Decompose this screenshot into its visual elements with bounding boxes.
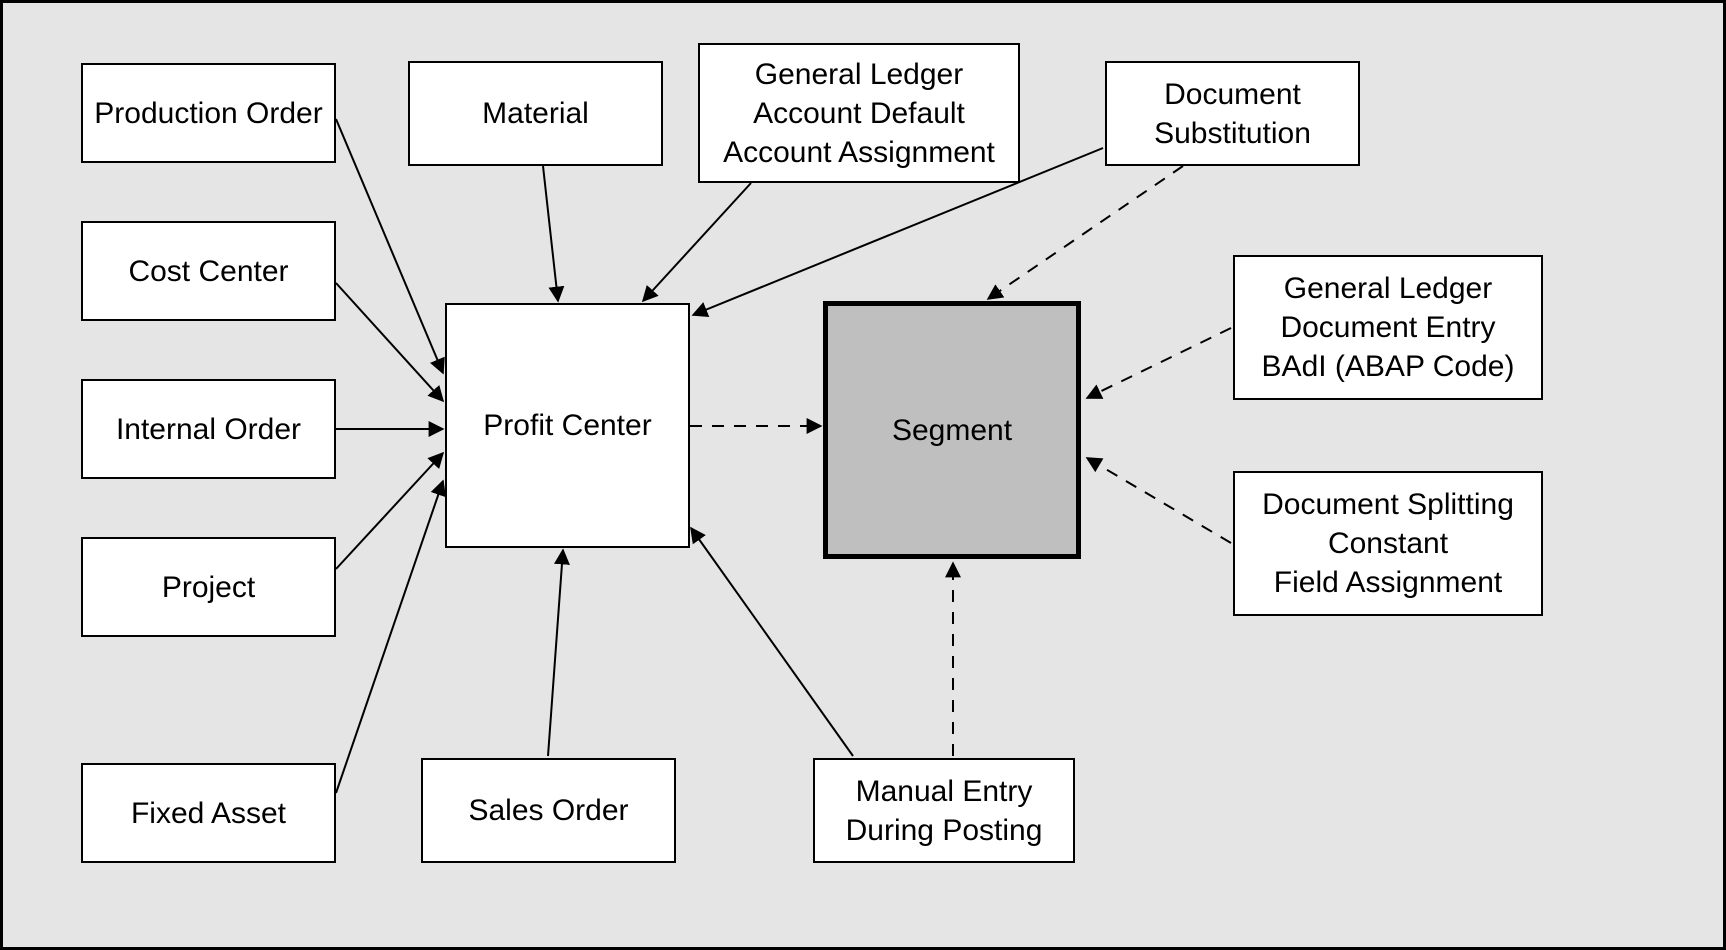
diagram-canvas: Production Order Cost Center Internal Orde… bbox=[0, 0, 1726, 950]
edge-gl_account_default-to-profit_center bbox=[643, 183, 751, 301]
node-internal_order: Internal Order bbox=[81, 379, 336, 479]
node-fixed_asset: Fixed Asset bbox=[81, 763, 336, 863]
edge-document_substitution-to-segment bbox=[988, 166, 1183, 299]
edge-sales_order-to-profit_center bbox=[548, 550, 563, 756]
edge-cost_center-to-profit_center bbox=[336, 283, 443, 401]
edge-material-to-profit_center bbox=[543, 166, 558, 301]
node-manual_entry: Manual EntryDuring Posting bbox=[813, 758, 1075, 863]
node-segment: Segment bbox=[823, 301, 1081, 559]
node-profit_center: Profit Center bbox=[445, 303, 690, 548]
node-material: Material bbox=[408, 61, 663, 166]
node-production_order: Production Order bbox=[81, 63, 336, 163]
edge-fixed_asset-to-profit_center bbox=[336, 481, 443, 793]
node-doc_splitting: Document SplittingConstantField Assignme… bbox=[1233, 471, 1543, 616]
node-cost_center: Cost Center bbox=[81, 221, 336, 321]
node-project: Project bbox=[81, 537, 336, 637]
edge-project-to-profit_center bbox=[336, 453, 443, 569]
node-gl_doc_entry_badi: General LedgerDocument EntryBAdI (ABAP C… bbox=[1233, 255, 1543, 400]
edge-doc_splitting-to-segment bbox=[1087, 458, 1231, 543]
node-sales_order: Sales Order bbox=[421, 758, 676, 863]
node-gl_account_default: General LedgerAccount DefaultAccount Ass… bbox=[698, 43, 1020, 183]
edge-manual_entry-to-profit_center bbox=[691, 528, 853, 756]
edge-gl_doc_entry_badi-to-segment bbox=[1087, 328, 1231, 398]
node-document_substitution: DocumentSubstitution bbox=[1105, 61, 1360, 166]
